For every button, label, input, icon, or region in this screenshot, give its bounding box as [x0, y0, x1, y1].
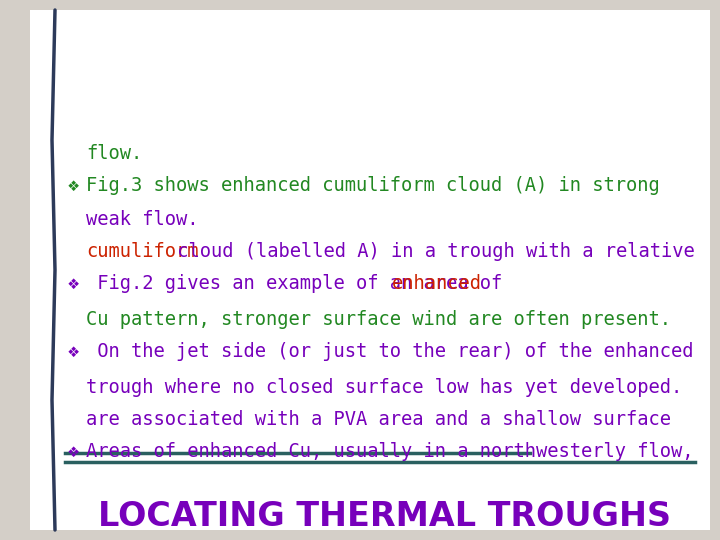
Text: cloud (labelled A) in a trough with a relative: cloud (labelled A) in a trough with a re…: [166, 242, 696, 261]
Text: ❖: ❖: [68, 342, 79, 361]
Text: weak flow.: weak flow.: [86, 210, 199, 229]
Text: Cu pattern, stronger surface wind are often present.: Cu pattern, stronger surface wind are of…: [86, 310, 671, 329]
Text: ❖: ❖: [68, 274, 79, 293]
Text: enhanced: enhanced: [392, 274, 482, 293]
Text: LOCATING THERMAL TROUGHS: LOCATING THERMAL TROUGHS: [99, 500, 672, 533]
Text: ❖: ❖: [68, 176, 79, 195]
Text: flow.: flow.: [86, 144, 143, 163]
Text: ❖: ❖: [68, 442, 79, 461]
Text: On the jet side (or just to the rear) of the enhanced: On the jet side (or just to the rear) of…: [86, 342, 693, 361]
Text: Areas of enhanced Cu, usually in a northwesterly flow,: Areas of enhanced Cu, usually in a north…: [86, 442, 693, 461]
Text: Fig.2 gives an example of an area of: Fig.2 gives an example of an area of: [86, 274, 513, 293]
Text: cumuliform: cumuliform: [86, 242, 199, 261]
Text: trough where no closed surface low has yet developed.: trough where no closed surface low has y…: [86, 378, 683, 397]
Text: are associated with a PVA area and a shallow surface: are associated with a PVA area and a sha…: [86, 410, 671, 429]
Text: Fig.3 shows enhanced cumuliform cloud (A) in strong: Fig.3 shows enhanced cumuliform cloud (A…: [86, 176, 660, 195]
